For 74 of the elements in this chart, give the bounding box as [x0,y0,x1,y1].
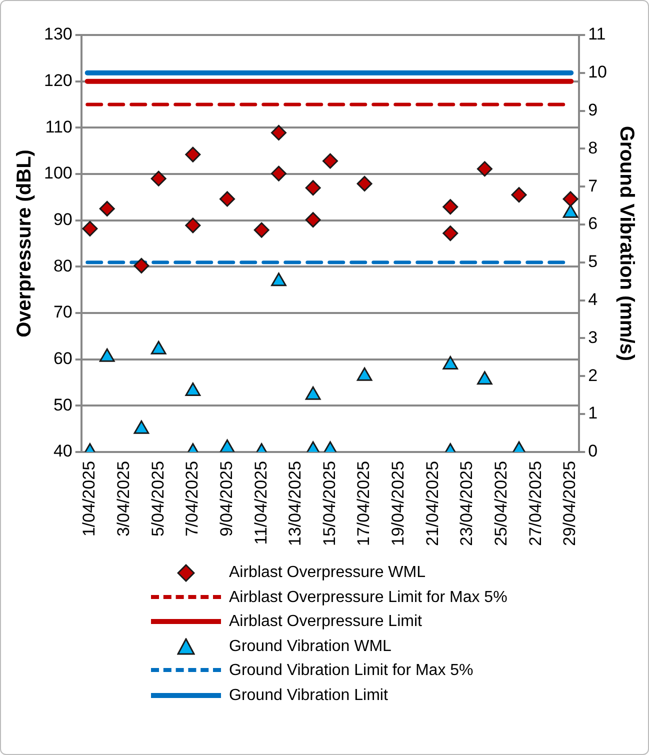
y2-axis-title: Ground Vibration (mm/s) [615,126,638,362]
x-tick-label: 3/04/2025 [114,460,133,537]
point [270,166,286,182]
point [134,420,150,434]
point [185,382,201,396]
x-tick-label: 29/04/2025 [560,460,580,546]
point [150,340,166,354]
y-tick-label: 130 [44,24,72,44]
point [305,180,321,196]
y-tick-label: 110 [45,117,72,136]
x-tick-label: 19/04/2025 [388,460,408,546]
point [185,218,201,234]
x-tick-label: 13/04/2025 [286,460,305,546]
point [442,199,458,215]
point [270,124,286,140]
point [220,439,235,452]
y-tick-label: 60 [53,348,72,368]
point [476,161,492,177]
point [254,222,270,238]
x-tick-label: 15/04/2025 [320,460,339,546]
x-tick-label: 9/04/2025 [216,460,236,537]
y-tick-label: 100 [44,164,72,183]
y2-tick-label: 10 [588,62,608,82]
y2-tick-label: 11 [588,24,606,44]
y2-tick-label: 2 [588,366,598,385]
x-tick-label: 5/04/2025 [148,460,168,537]
point [322,153,338,169]
y2-tick-label: 1 [588,404,598,423]
point [562,191,578,207]
legend-label: Airblast Overpressure Limit [229,613,422,632]
point [442,226,458,242]
legend-label: Ground Vibration Limit for Max 5% [229,662,474,680]
x-tick-label: 11/04/2025 [251,460,270,545]
y2-tick-label: 5 [588,252,598,272]
y2-tick-label: 3 [588,328,598,347]
y-tick-label: 50 [53,395,72,414]
x-tick-label: 21/04/2025 [422,460,442,546]
x-tick-label: 7/04/2025 [182,460,202,537]
point [442,356,458,370]
legend-label: Ground Vibration Limit [229,686,388,705]
x-tick-label: 23/04/2025 [457,460,476,546]
y-tick-label: 90 [53,210,72,229]
legend-label: Airblast Overpressure Limit for Max 5% [229,588,508,607]
point [99,348,115,362]
point [220,191,235,207]
y2-tick-label: 4 [588,290,598,309]
y2-tick-label: 7 [588,176,598,196]
point [356,367,372,381]
x-tick-label: 27/04/2025 [526,460,545,546]
point [185,146,201,162]
y-axis-title: Overpressure (dBL) [14,150,36,338]
point [271,272,286,286]
y-tick-label: 70 [53,302,72,322]
point [477,371,492,385]
point [134,258,150,274]
legend-label: Ground Vibration WML [229,638,392,656]
x-tick-label: 25/04/2025 [492,460,511,546]
y2-tick-label: 6 [588,214,598,234]
legend-label: Airblast Overpressure WML [229,564,426,582]
point [305,212,321,228]
y-tick-label: 40 [53,442,72,461]
y-tick-label: 120 [44,71,72,90]
y2-tick-label: 9 [588,100,598,120]
point [305,386,321,400]
y-tick-label: 80 [53,256,72,276]
point [356,176,372,192]
point [511,187,527,203]
x-tick-label: 17/04/2025 [354,460,374,546]
point [99,200,115,216]
y2-tick-label: 8 [588,138,598,158]
point [150,170,166,186]
y2-tick-label: 0 [588,442,598,461]
point [82,220,98,236]
x-tick-label: 1/04/2025 [80,460,99,537]
